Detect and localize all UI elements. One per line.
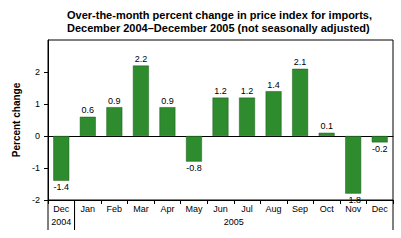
svg-text:0.9: 0.9: [161, 96, 174, 106]
svg-text:-1: -1: [32, 163, 40, 173]
svg-text:0.1: 0.1: [320, 121, 333, 131]
svg-text:1: 1: [35, 99, 40, 109]
svg-text:Sep: Sep: [292, 204, 308, 214]
svg-text:0.6: 0.6: [82, 105, 95, 115]
svg-text:-0.2: -0.2: [372, 144, 388, 154]
svg-text:Mar: Mar: [133, 204, 149, 214]
svg-text:Jul: Jul: [241, 204, 253, 214]
svg-text:-1.4: -1.4: [54, 182, 70, 192]
svg-text:Feb: Feb: [107, 204, 123, 214]
svg-text:Dec: Dec: [53, 204, 70, 214]
svg-text:Over-the-month percent change: Over-the-month percent change in price i…: [67, 9, 375, 21]
svg-text:2005: 2005: [224, 217, 244, 227]
svg-text:Jan: Jan: [81, 204, 96, 214]
svg-text:2: 2: [35, 67, 40, 77]
svg-text:Dec: Dec: [372, 204, 389, 214]
svg-text:-1.8: -1.8: [345, 195, 361, 205]
svg-text:1.2: 1.2: [241, 86, 254, 96]
svg-text:2.1: 2.1: [294, 57, 307, 67]
svg-text:0.9: 0.9: [108, 96, 121, 106]
svg-text:0: 0: [35, 131, 40, 141]
svg-text:2.2: 2.2: [135, 54, 148, 64]
svg-text:1.2: 1.2: [214, 86, 227, 96]
svg-text:December 2004–December 2005 (n: December 2004–December 2005 (not seasona…: [67, 22, 370, 34]
svg-text:Nov: Nov: [345, 203, 362, 214]
svg-text:1.4: 1.4: [267, 80, 280, 90]
svg-text:Aug: Aug: [266, 204, 282, 214]
svg-text:Percent change: Percent change: [11, 82, 22, 157]
svg-text:Jun: Jun: [213, 204, 228, 214]
svg-text:-2: -2: [32, 195, 40, 205]
svg-text:2004: 2004: [51, 217, 71, 227]
svg-text:May: May: [185, 204, 203, 214]
svg-text:-0.8: -0.8: [186, 163, 202, 173]
svg-text:Oct: Oct: [320, 204, 335, 214]
svg-text:Apr: Apr: [160, 204, 174, 214]
